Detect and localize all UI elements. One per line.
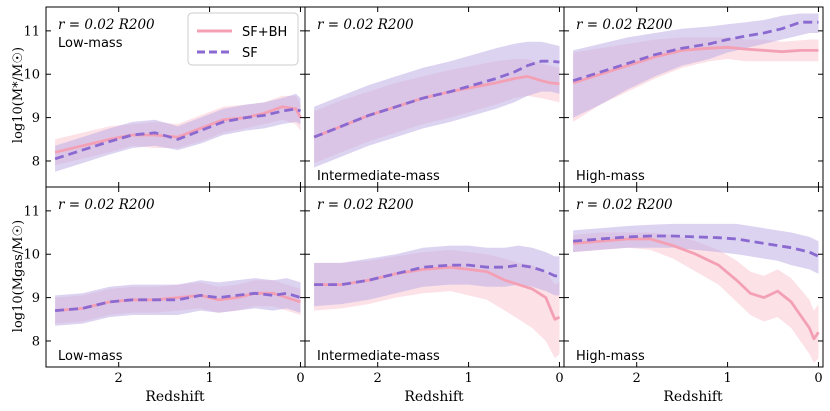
- y-axis-label-stellar-mass: log10(M*/M☉): [11, 47, 26, 143]
- panel-plot-area: [572, 13, 819, 122]
- x-tick-label: 0: [814, 371, 822, 386]
- legend-label-sfbh: SF+BH: [242, 25, 287, 40]
- mass-label: Intermediate-mass: [317, 169, 440, 184]
- mass-label: Low-mass: [58, 349, 123, 364]
- line-sf: [54, 107, 302, 161]
- panel-6: 2 1 0 r = 0.02 R200 High-mass: [563, 186, 824, 386]
- line-sf: [313, 59, 560, 139]
- line-sf: [54, 291, 301, 312]
- panel-frame: [563, 186, 824, 368]
- x-tick-label: 2: [115, 371, 123, 386]
- x-tick-label: 1: [205, 371, 213, 386]
- panel-1: 8 9 10 11 r = 0.02 R200 Low-mass: [23, 6, 306, 188]
- x-tick-label: 1: [723, 371, 731, 386]
- y-tick-label: 11: [23, 204, 40, 219]
- y-tick-label: 8: [32, 334, 40, 349]
- line-sfbh: [572, 45, 819, 85]
- radius-label: r = 0.02 R200: [576, 17, 673, 33]
- y-tick-label: 8: [32, 154, 40, 169]
- mass-label: High-mass: [576, 169, 645, 184]
- radius-label: r = 0.02 R200: [576, 197, 673, 213]
- line-sfbh: [572, 237, 820, 341]
- y-tick-label: 10: [23, 248, 40, 263]
- legend-label-sf: SF: [242, 46, 258, 61]
- x-tick-label: 2: [633, 371, 641, 386]
- line-sf: [572, 234, 820, 258]
- panel-2: r = 0.02 R200 Intermediate-mass: [304, 6, 565, 188]
- band-sf: [314, 245, 560, 307]
- radius-label: r = 0.02 R200: [58, 17, 155, 33]
- legend: SF+BH SF: [187, 12, 299, 66]
- line-sf: [572, 20, 819, 83]
- panel-plot-area: [313, 41, 560, 168]
- y-tick-label: 10: [23, 68, 40, 83]
- panel-plot-area: [314, 245, 561, 359]
- x-tick-label: 2: [374, 371, 382, 386]
- panel-5: 2 1 0 r = 0.02 R200 Intermediate-mass: [304, 186, 565, 386]
- panel-plot-area: [54, 93, 302, 172]
- panel-plot-area: [572, 223, 820, 363]
- y-tick-label: 9: [32, 111, 40, 126]
- mass-label: High-mass: [576, 349, 645, 364]
- band-sf: [55, 93, 301, 172]
- band-sf: [55, 278, 301, 326]
- band-sf: [314, 41, 560, 168]
- panel-plot-area: [54, 278, 301, 326]
- x-tick-label: 0: [555, 371, 563, 386]
- x-axis-label-right: Redshift: [663, 389, 723, 405]
- line-sf: [314, 263, 560, 286]
- panel-3: r = 0.02 R200 High-mass: [563, 6, 824, 188]
- radius-label: r = 0.02 R200: [58, 197, 155, 213]
- x-tick-label: 1: [464, 371, 472, 386]
- y-tick-label: 11: [23, 24, 40, 39]
- radius-label: r = 0.02 R200: [317, 17, 414, 33]
- x-tick-label: 0: [296, 371, 304, 386]
- mass-label: Low-mass: [58, 36, 123, 51]
- x-axis-label-middle: Redshift: [404, 389, 464, 405]
- y-axis-label-gas-mass: log10(Mgas/M☉): [11, 220, 26, 332]
- radius-label: r = 0.02 R200: [317, 197, 414, 213]
- y-tick-label: 9: [32, 291, 40, 306]
- panel-frame: [45, 186, 306, 368]
- x-axis-label-left: Redshift: [145, 389, 205, 405]
- band-sf: [573, 13, 819, 118]
- line-sfbh: [54, 105, 302, 154]
- mass-label: Intermediate-mass: [317, 349, 440, 364]
